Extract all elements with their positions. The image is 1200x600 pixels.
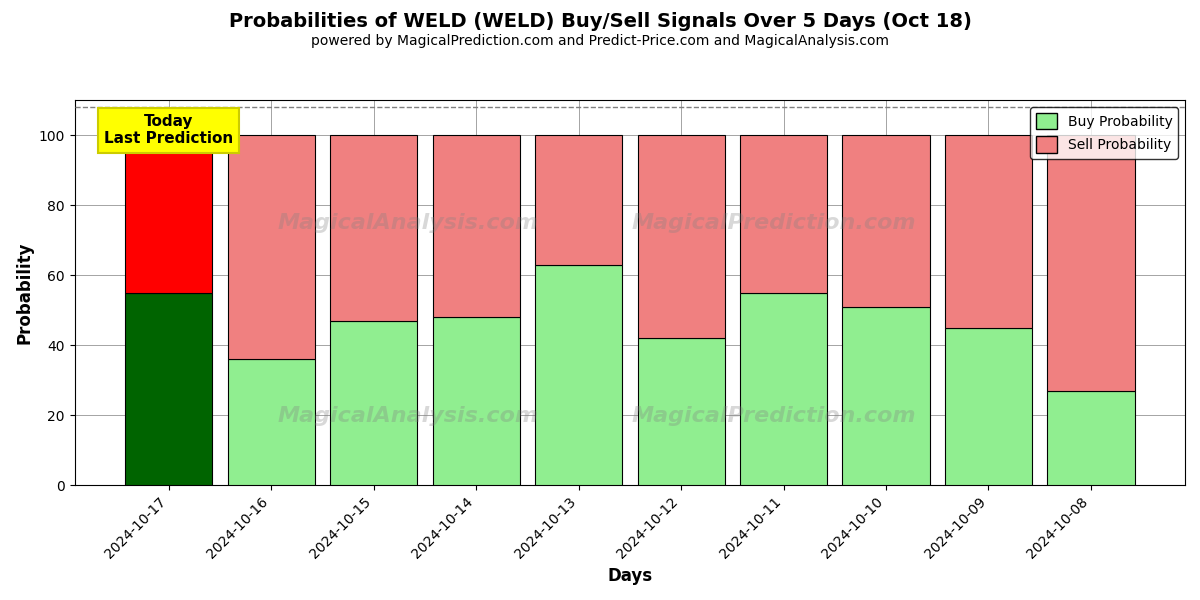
Bar (740, 135, 827, 293)
Bar (842, 307, 930, 485)
Bar (432, 317, 520, 485)
Text: MagicalPrediction.com: MagicalPrediction.com (632, 406, 917, 426)
Y-axis label: Probability: Probability (16, 241, 34, 344)
Legend: Buy Probability, Sell Probability: Buy Probability, Sell Probability (1030, 107, 1178, 159)
Bar (330, 320, 418, 485)
Text: MagicalPrediction.com: MagicalPrediction.com (632, 213, 917, 233)
Bar (1048, 391, 1134, 485)
Bar (535, 265, 622, 485)
X-axis label: Days: Days (607, 567, 653, 585)
Bar (330, 135, 418, 320)
Text: MagicalAnalysis.com: MagicalAnalysis.com (277, 406, 539, 426)
Bar (125, 293, 212, 485)
Bar (228, 135, 314, 359)
Text: powered by MagicalPrediction.com and Predict-Price.com and MagicalAnalysis.com: powered by MagicalPrediction.com and Pre… (311, 34, 889, 48)
Bar (944, 328, 1032, 485)
Bar (842, 135, 930, 307)
Bar (637, 135, 725, 338)
Bar (637, 338, 725, 485)
Bar (740, 293, 827, 485)
Bar (228, 359, 314, 485)
Bar (1048, 135, 1134, 391)
Bar (432, 135, 520, 317)
Bar (125, 135, 212, 293)
Text: Probabilities of WELD (WELD) Buy/Sell Signals Over 5 Days (Oct 18): Probabilities of WELD (WELD) Buy/Sell Si… (228, 12, 972, 31)
Bar (944, 135, 1032, 328)
Bar (535, 135, 622, 265)
Text: MagicalAnalysis.com: MagicalAnalysis.com (277, 213, 539, 233)
Text: Today
Last Prediction: Today Last Prediction (104, 114, 233, 146)
